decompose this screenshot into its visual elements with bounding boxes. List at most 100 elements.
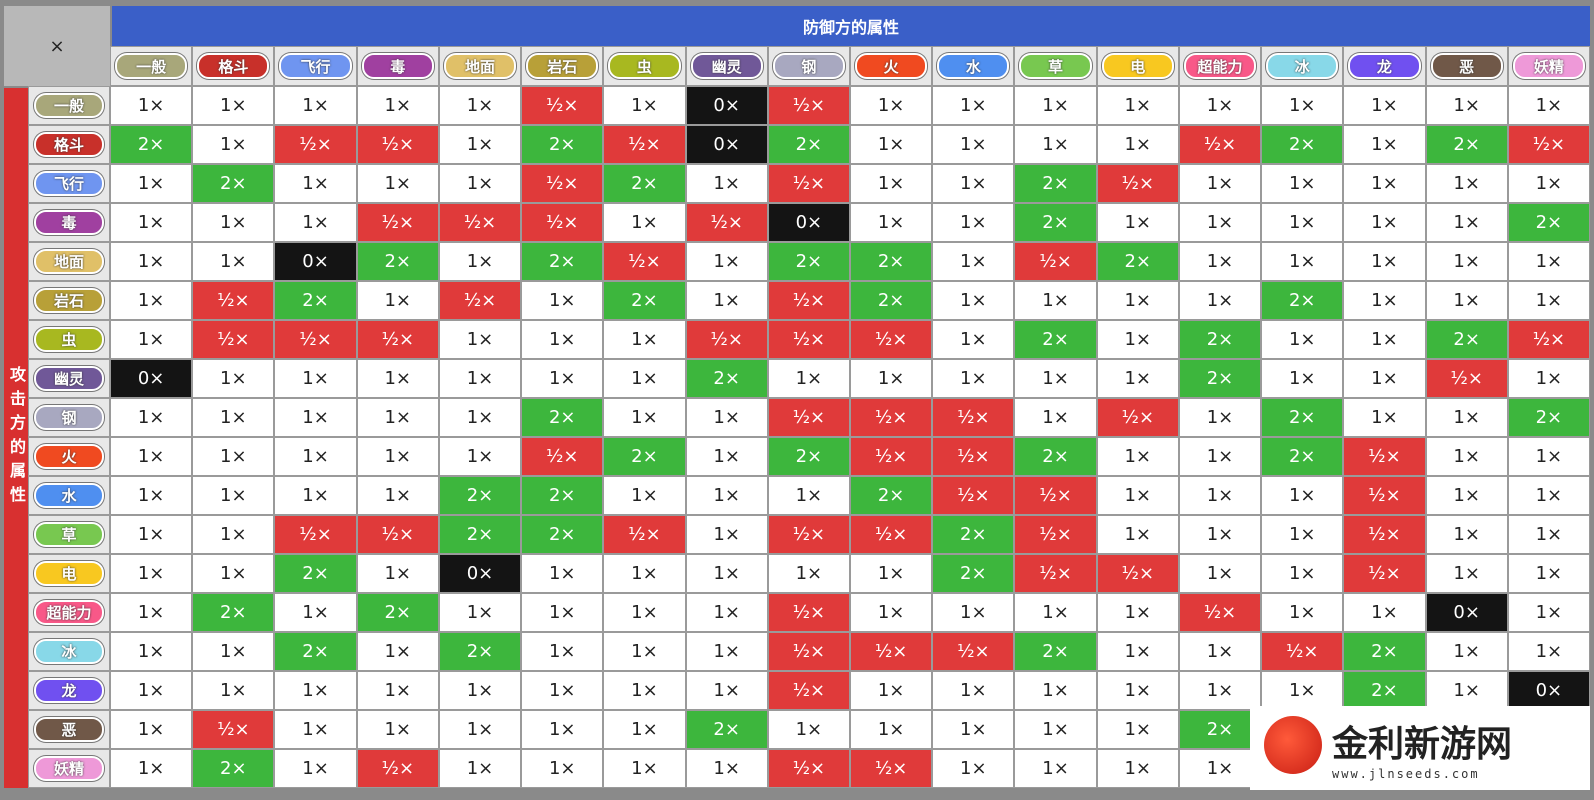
- effectiveness-cell: 2×: [1014, 632, 1097, 671]
- row-type-tag: 恶: [34, 717, 104, 742]
- effectiveness-cell: 1×: [1343, 86, 1426, 125]
- effectiveness-cell: 2×: [1425, 125, 1508, 164]
- effectiveness-cell: 1×: [356, 437, 439, 476]
- effectiveness-cell: 2×: [850, 476, 933, 515]
- watermark-name: 金利新游网: [1332, 723, 1513, 765]
- effectiveness-cell: ½×: [685, 203, 768, 242]
- effectiveness-cell: 1×: [603, 203, 686, 242]
- effectiveness-cell: 2×: [1261, 125, 1344, 164]
- effectiveness-cell: ½×: [1425, 359, 1508, 398]
- effectiveness-cell: 1×: [1343, 281, 1426, 320]
- effectiveness-cell: 1×: [1261, 164, 1344, 203]
- effectiveness-cell: ½×: [521, 203, 604, 242]
- effectiveness-cell: 1×: [1261, 554, 1344, 593]
- effectiveness-cell: 1×: [603, 671, 686, 710]
- effectiveness-cell: 1×: [110, 398, 193, 437]
- effectiveness-cell: ½×: [1096, 398, 1179, 437]
- column-type-tag: 妖精: [1512, 53, 1585, 79]
- column-type-tag: 冰: [1266, 53, 1339, 79]
- effectiveness-cell: ½×: [1014, 476, 1097, 515]
- effectiveness-cell: 1×: [685, 398, 768, 437]
- effectiveness-cell: 2×: [521, 398, 604, 437]
- effectiveness-cell: 1×: [932, 86, 1015, 125]
- effectiveness-cell: 1×: [521, 749, 604, 788]
- effectiveness-cell: 1×: [932, 242, 1015, 281]
- effectiveness-cell: 1×: [1178, 242, 1262, 281]
- effectiveness-cell: ½×: [1507, 320, 1590, 359]
- effectiveness-cell: 2×: [685, 359, 768, 398]
- effectiveness-cell: 1×: [192, 242, 275, 281]
- effectiveness-cell: 2×: [1507, 203, 1590, 242]
- effectiveness-cell: 1×: [603, 710, 686, 749]
- effectiveness-cell: 2×: [1096, 242, 1179, 281]
- effectiveness-cell: ½×: [438, 203, 522, 242]
- effectiveness-cell: 1×: [1014, 593, 1097, 632]
- effectiveness-cell: 1×: [603, 320, 686, 359]
- effectiveness-cell: 1×: [1096, 593, 1179, 632]
- effectiveness-cell: 1×: [274, 749, 357, 788]
- effectiveness-cell: 1×: [1014, 125, 1097, 164]
- effectiveness-cell: 1×: [192, 476, 275, 515]
- effectiveness-cell: ½×: [274, 125, 357, 164]
- effectiveness-cell: 1×: [850, 164, 933, 203]
- effectiveness-cell: 1×: [1178, 398, 1262, 437]
- effectiveness-cell: 1×: [192, 203, 275, 242]
- effectiveness-cell: 2×: [192, 164, 275, 203]
- effectiveness-cell: ½×: [1343, 515, 1426, 554]
- effectiveness-cell: 1×: [932, 320, 1015, 359]
- effectiveness-cell: ½×: [767, 632, 850, 671]
- effectiveness-cell: 1×: [521, 632, 604, 671]
- effectiveness-cell: 1×: [1507, 359, 1590, 398]
- effectiveness-cell: 1×: [850, 710, 933, 749]
- effectiveness-cell: 1×: [685, 671, 768, 710]
- effectiveness-cell: 2×: [932, 515, 1015, 554]
- row-type-tag: 幽灵: [34, 366, 104, 391]
- effectiveness-cell: 2×: [438, 515, 522, 554]
- effectiveness-cell: 1×: [1425, 515, 1508, 554]
- row-type-tag: 草: [34, 522, 104, 547]
- effectiveness-cell: 1×: [356, 632, 439, 671]
- effectiveness-cell: 1×: [274, 710, 357, 749]
- effectiveness-cell: 1×: [1096, 320, 1179, 359]
- effectiveness-cell: 1×: [1261, 242, 1344, 281]
- effectiveness-cell: 1×: [850, 593, 933, 632]
- row-type-tag: 格斗: [34, 132, 104, 157]
- effectiveness-cell: 1×: [932, 281, 1015, 320]
- effectiveness-cell: ½×: [932, 476, 1015, 515]
- effectiveness-cell: 1×: [1178, 749, 1262, 788]
- effectiveness-cell: ½×: [356, 203, 439, 242]
- effectiveness-cell: 1×: [1343, 203, 1426, 242]
- row-type-tag: 钢: [34, 405, 104, 430]
- effectiveness-cell: 1×: [438, 320, 522, 359]
- effectiveness-cell: 2×: [1507, 398, 1590, 437]
- effectiveness-cell: ½×: [1096, 164, 1179, 203]
- effectiveness-cell: 1×: [1096, 125, 1179, 164]
- effectiveness-cell: 2×: [1014, 164, 1097, 203]
- effectiveness-cell: 1×: [850, 125, 933, 164]
- effectiveness-cell: 1×: [767, 476, 850, 515]
- effectiveness-cell: 2×: [192, 749, 275, 788]
- effectiveness-cell: 2×: [521, 125, 604, 164]
- effectiveness-cell: ½×: [1014, 554, 1097, 593]
- column-type-tag: 虫: [608, 53, 681, 79]
- effectiveness-cell: 1×: [932, 710, 1015, 749]
- effectiveness-cell: 1×: [356, 671, 439, 710]
- effectiveness-cell: 1×: [1343, 359, 1426, 398]
- column-type-tag: 格斗: [197, 53, 270, 79]
- effectiveness-cell: 1×: [521, 554, 604, 593]
- effectiveness-cell: 2×: [1425, 320, 1508, 359]
- effectiveness-cell: 2×: [110, 125, 193, 164]
- effectiveness-cell: 2×: [932, 554, 1015, 593]
- effectiveness-cell: ½×: [850, 398, 933, 437]
- effectiveness-cell: ½×: [603, 242, 686, 281]
- column-type-tag: 钢: [772, 53, 845, 79]
- effectiveness-cell: 1×: [1507, 164, 1590, 203]
- column-type-tag: 毒: [361, 53, 434, 79]
- effectiveness-cell: 1×: [521, 320, 604, 359]
- effectiveness-cell: 1×: [603, 593, 686, 632]
- column-type-tag: 一般: [115, 53, 188, 79]
- effectiveness-cell: 1×: [685, 164, 768, 203]
- effectiveness-cell: ½×: [274, 515, 357, 554]
- effectiveness-cell: 1×: [685, 476, 768, 515]
- effectiveness-cell: ½×: [1178, 125, 1262, 164]
